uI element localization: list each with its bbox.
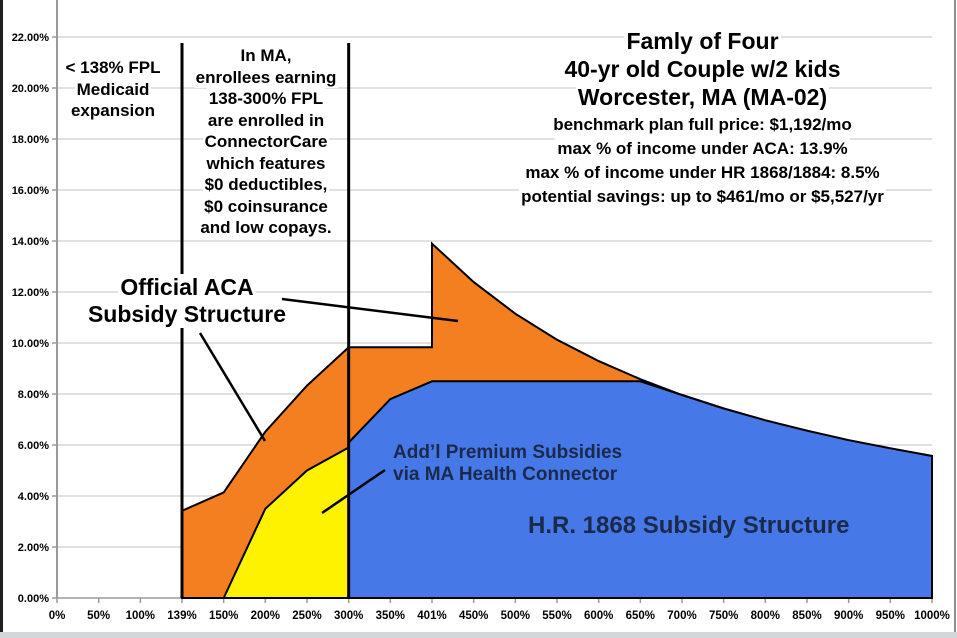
svg-text:300%: 300%	[334, 610, 363, 622]
svg-text:10.00%: 10.00%	[12, 338, 50, 350]
svg-text:950%: 950%	[876, 610, 905, 622]
callout-lines	[198, 297, 459, 515]
image-bottom-border	[0, 632, 957, 638]
svg-text:700%: 700%	[667, 610, 696, 622]
area-h-r-1868-subsidy-structure	[347, 380, 933, 599]
svg-text:4.00%: 4.00%	[18, 491, 49, 503]
svg-text:8.00%: 8.00%	[18, 389, 49, 401]
svg-text:14.00%: 14.00%	[12, 236, 50, 248]
svg-text:750%: 750%	[709, 610, 738, 622]
svg-text:2.00%: 2.00%	[18, 542, 49, 554]
svg-text:250%: 250%	[292, 610, 321, 622]
area-add-l-premium-subsidies-via-ma-health-connector	[222, 445, 350, 599]
svg-text:401%: 401%	[417, 610, 446, 622]
aca-structure-label: Official ACA Subsidy Structure	[85, 274, 289, 328]
svg-text:100%: 100%	[126, 610, 155, 622]
svg-text:150%: 150%	[209, 610, 238, 622]
svg-text:1000%: 1000%	[914, 610, 950, 622]
svg-text:22.00%: 22.00%	[12, 32, 50, 44]
svg-text:18.00%: 18.00%	[12, 134, 50, 146]
svg-text:350%: 350%	[376, 610, 405, 622]
svg-text:600%: 600%	[584, 610, 613, 622]
svg-text:12.00%: 12.00%	[12, 287, 50, 299]
svg-text:550%: 550%	[542, 610, 571, 622]
svg-text:6.00%: 6.00%	[18, 440, 49, 452]
svg-text:0%: 0%	[49, 610, 66, 622]
callout-line-addl-to-yellow	[321, 468, 386, 515]
svg-text:50%: 50%	[87, 610, 110, 622]
svg-text:139%: 139%	[167, 610, 196, 622]
svg-text:20.00%: 20.00%	[12, 83, 50, 95]
area-series	[181, 241, 933, 599]
callout-line-aca-to-band	[198, 332, 267, 442]
chart-title: Famly of Four 40-yr old Couple w/2 kids Wo…	[562, 27, 843, 111]
svg-text:16.00%: 16.00%	[12, 185, 50, 197]
svg-text:800%: 800%	[751, 610, 780, 622]
addl-subsidies-label: Add’l Premium Subsidies via MA Health Con…	[393, 442, 623, 485]
svg-text:450%: 450%	[459, 610, 488, 622]
chart-subtitle-details: benchmark plan full price: $1,192/mo max …	[430, 113, 957, 209]
svg-text:850%: 850%	[792, 610, 821, 622]
svg-text:650%: 650%	[626, 610, 655, 622]
svg-text:200%: 200%	[251, 610, 280, 622]
medicaid-expansion-note: < 138% FPL Medicaid expansion	[63, 57, 163, 122]
svg-text:500%: 500%	[501, 610, 530, 622]
x-axis-labels: 0% 50% 100% 139% 150% 200% 250% 300% 350% 401% 450…	[49, 610, 950, 622]
svg-text:900%: 900%	[834, 610, 863, 622]
connectorcare-note: In MA, enrollees earning 138-300% FPL are e…	[193, 45, 339, 239]
image-left-border	[0, 0, 3, 638]
callout-line-aca-to-spike	[281, 297, 459, 323]
svg-text:0.00%: 0.00%	[18, 593, 49, 605]
y-axis-labels: 0.00% 2.00% 4.00% 6.00% 8.00% 10.00% 12.00% 14.…	[12, 32, 50, 605]
hr1868-structure-label: H.R. 1868 Subsidy Structure	[528, 512, 850, 539]
image-right-border	[954, 0, 956, 638]
